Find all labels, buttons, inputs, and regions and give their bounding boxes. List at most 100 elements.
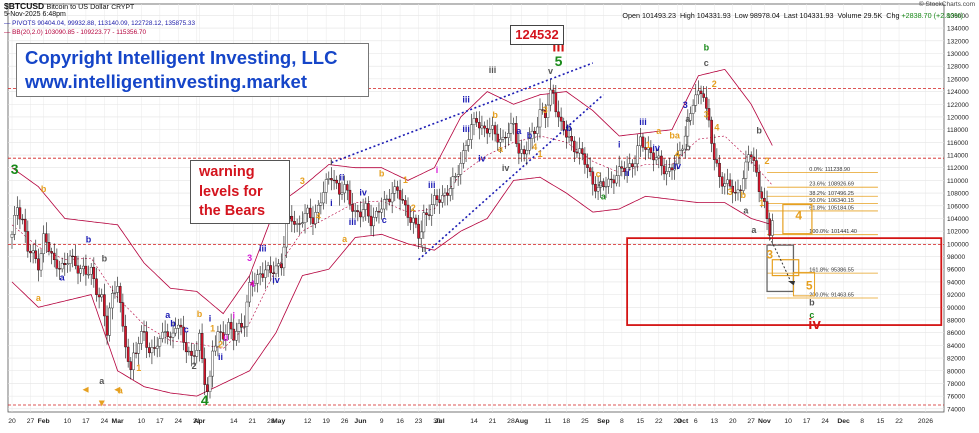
candle-body [694, 94, 698, 106]
candle-body [356, 210, 360, 213]
candle-body [345, 184, 349, 191]
wave-label: a [656, 126, 662, 136]
y-tick-label: 76000 [947, 394, 965, 401]
wave-label: ba [669, 131, 680, 141]
x-tick-label: 24 [821, 418, 829, 425]
candle-body [554, 92, 558, 113]
candle-body [673, 163, 676, 171]
wave-label: iv [674, 161, 682, 171]
x-tick-label: 8 [620, 418, 624, 425]
y-tick-label: 120000 [947, 114, 969, 121]
candle-body [683, 135, 687, 150]
candle-body [66, 263, 69, 265]
x-tick-label: 19 [322, 418, 330, 425]
upper-channel-line [331, 62, 594, 164]
wave-label: a [516, 126, 522, 136]
x-tick-label: 21 [248, 418, 256, 425]
candle-body [668, 167, 671, 172]
candle-body [398, 190, 402, 200]
candle-body [718, 162, 721, 177]
warning-line-2: levels for [199, 183, 263, 200]
candle-body [279, 263, 283, 269]
wave-label: iii [462, 124, 470, 134]
candle-body [388, 198, 391, 203]
candle-body [134, 352, 138, 354]
wave-label: 3 [704, 110, 709, 120]
candle-body [501, 136, 505, 140]
candle-body [631, 163, 634, 168]
y-tick-label: 130000 [947, 51, 969, 58]
fib-level-label: 161.8%: 95386.55 [809, 268, 854, 274]
candle-body [97, 294, 101, 298]
candle-body [681, 148, 684, 151]
wave-label: a [685, 114, 691, 124]
wave-label: iii [489, 65, 497, 75]
y-tick-label: 118000 [947, 127, 969, 134]
candle-body [240, 323, 243, 328]
wave-label: a [601, 191, 607, 201]
candle-body [467, 139, 471, 146]
candle-body [765, 201, 769, 219]
candle-body [686, 120, 690, 137]
candle-body [208, 375, 212, 392]
candle-body [311, 217, 315, 224]
candle-body [707, 108, 711, 121]
candle-body [216, 331, 220, 347]
candle-body [514, 123, 518, 144]
x-tick-label: 20 [729, 418, 737, 425]
y-tick-label: 78000 [947, 381, 965, 388]
candle-body [493, 125, 497, 135]
buy-arrow-marker [82, 386, 89, 393]
candle-body [58, 268, 61, 270]
x-tick-label: 24 [101, 418, 109, 425]
candle-body [588, 167, 592, 172]
candle-body [570, 136, 573, 142]
candle-body [507, 133, 510, 138]
candle-body [301, 222, 304, 225]
y-tick-label: 88000 [947, 317, 965, 324]
wave-label: ii [339, 172, 344, 182]
candle-body [213, 345, 217, 352]
candle-body [715, 159, 719, 164]
candle-body [525, 150, 529, 155]
candle-body [108, 307, 111, 336]
wave-label: ii [223, 333, 228, 343]
x-tick-label: 17 [803, 418, 811, 425]
candle-body [258, 273, 262, 275]
x-tick-label: Apr [194, 418, 206, 425]
candle-body [84, 265, 88, 275]
candle-body [266, 265, 270, 271]
pivots-legend: — PIVOTS 90404.04, 99932.88, 113140.09, … [4, 20, 196, 27]
chg-label: Chg [886, 11, 900, 20]
wave-label: b [170, 318, 176, 328]
candle-body [633, 163, 637, 168]
candle-body [34, 250, 38, 259]
wave-label: 1 [403, 175, 408, 185]
volume-label: Volume [837, 11, 862, 20]
candle-body [169, 336, 172, 338]
x-tick-label: Oct [677, 418, 689, 425]
candle-body [496, 133, 500, 143]
candle-body [126, 346, 130, 362]
candle-body [324, 179, 328, 193]
candle-body [456, 174, 460, 177]
y-tick-label: 122000 [947, 102, 969, 109]
wave-label: 3 [683, 100, 688, 110]
candle-body [47, 242, 51, 252]
candle-body [451, 176, 455, 189]
candle-body [298, 223, 302, 225]
candle-body [604, 186, 608, 188]
candle-body [31, 250, 35, 254]
candle-body [385, 198, 389, 200]
candle-body [591, 171, 595, 185]
candle-body [359, 211, 362, 218]
candle-body [488, 128, 492, 134]
candle-body [409, 217, 412, 223]
candle-body [430, 204, 434, 216]
candle-body [530, 130, 534, 139]
candle-body [243, 326, 246, 328]
candle-body [89, 266, 93, 275]
candle-body [316, 205, 320, 213]
arrow-head [787, 280, 796, 286]
candle-body [623, 167, 626, 172]
